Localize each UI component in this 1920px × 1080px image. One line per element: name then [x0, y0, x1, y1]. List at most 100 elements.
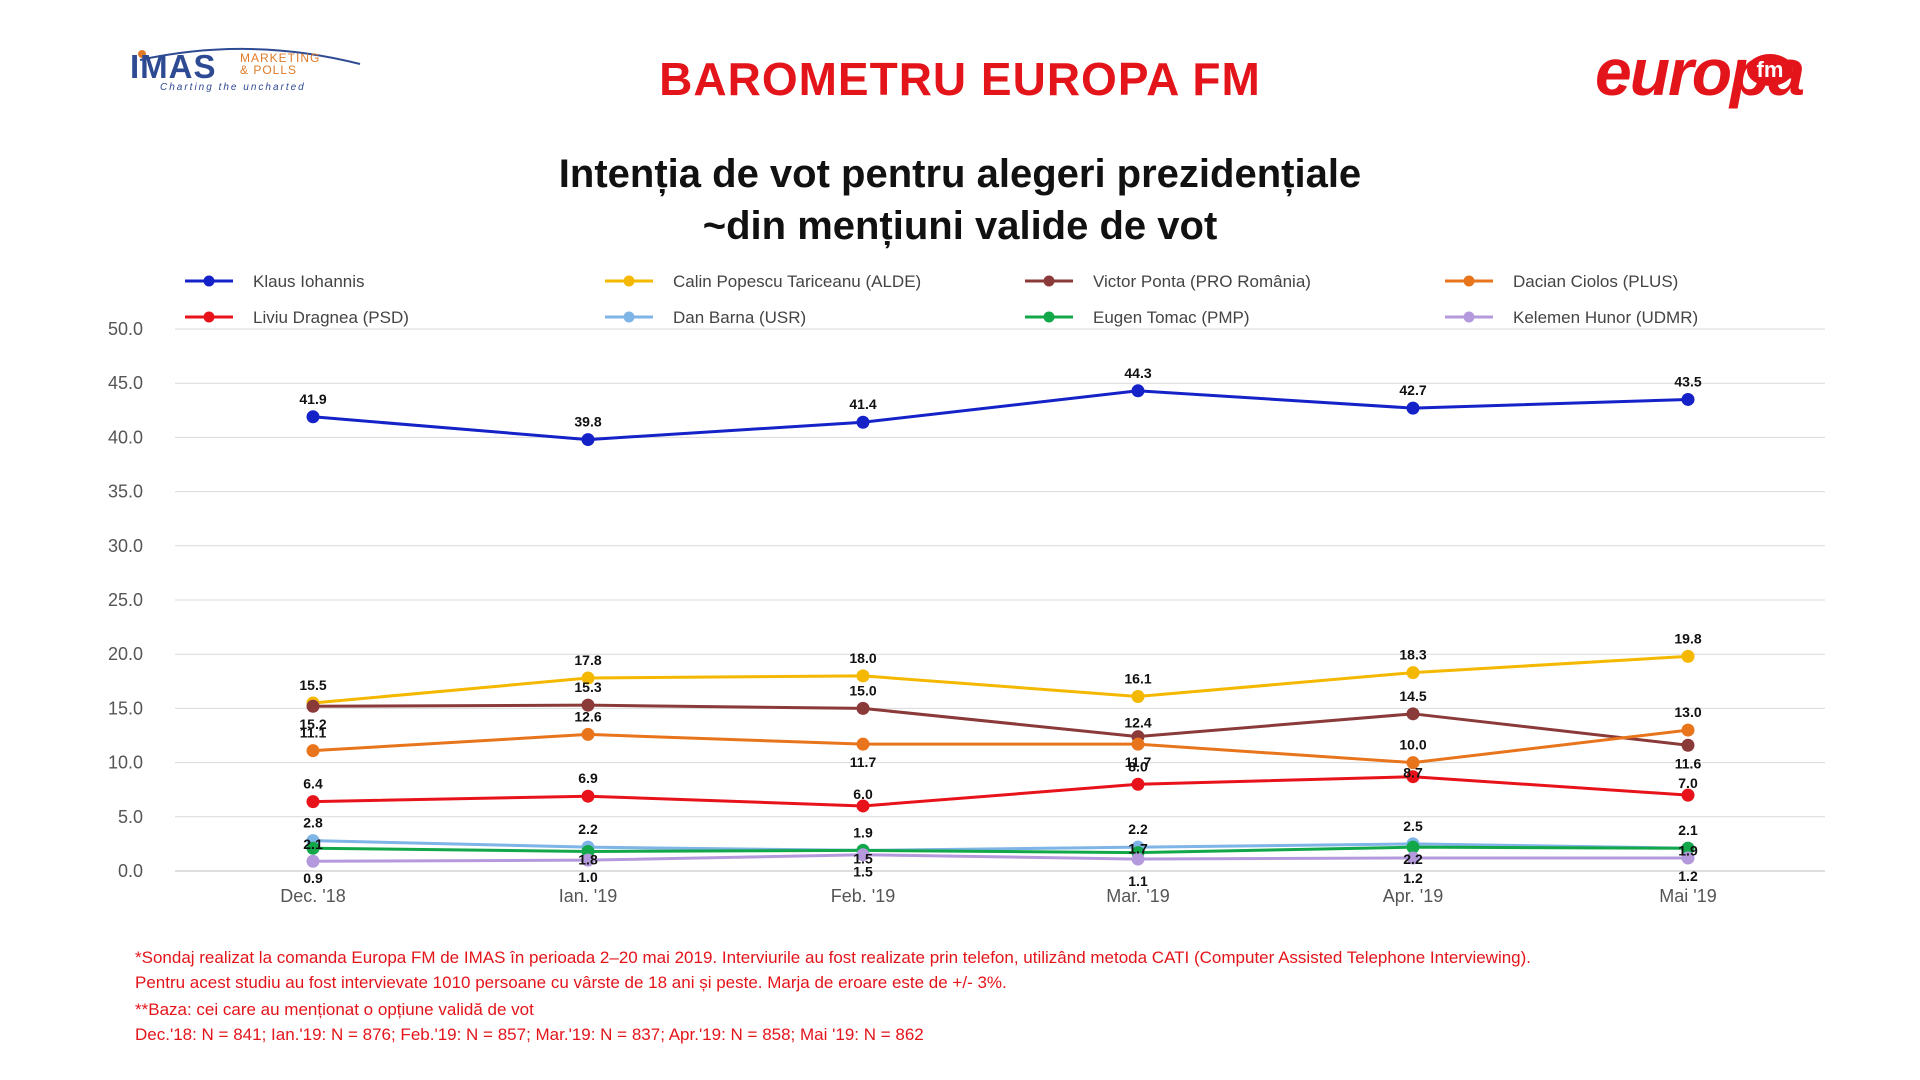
data-point [856, 848, 870, 862]
legend-marker [1463, 311, 1475, 323]
data-point [306, 699, 320, 713]
data-point [1681, 392, 1695, 406]
data-label: 2.2 [1403, 851, 1423, 867]
data-label: 11.7 [850, 754, 877, 770]
data-label: 13.0 [1674, 704, 1701, 720]
data-label: 2.1 [303, 836, 323, 852]
imas-logo-tagline: Charting the uncharted [160, 82, 306, 93]
data-point [1406, 851, 1420, 865]
legend-label: Calin Popescu Tariceanu (ALDE) [673, 272, 921, 291]
data-point [306, 795, 320, 809]
data-label: 39.8 [574, 414, 601, 430]
chart-title: Intenția de vot pentru alegeri prezidenț… [0, 148, 1920, 252]
data-label: 6.0 [853, 786, 873, 802]
data-point [1681, 841, 1695, 855]
data-label: 15.0 [849, 682, 876, 698]
series-line [312, 845, 1689, 855]
x-tick-label: Dec. '18 [280, 886, 345, 906]
data-label: 2.8 [303, 815, 323, 831]
europa-fm-logo: europa fm [1595, 35, 1865, 120]
data-label: 11.1 [300, 725, 327, 741]
series-line [312, 775, 1689, 808]
data-label: 44.3 [1124, 365, 1151, 381]
data-point [856, 799, 870, 813]
data-label: 10.0 [1399, 737, 1426, 753]
imas-swoosh-icon [138, 47, 361, 65]
data-label: 7.0 [1678, 775, 1698, 791]
data-point [581, 789, 595, 803]
data-label: 6.4 [303, 776, 323, 792]
series-line [312, 853, 1688, 863]
data-point [1681, 738, 1695, 752]
data-point [306, 410, 320, 424]
data-label: 16.1 [1124, 670, 1151, 686]
legend-marker [623, 311, 635, 323]
data-label: 12.6 [574, 708, 601, 724]
data-label: 6.9 [578, 770, 598, 786]
data-label: 41.9 [299, 391, 326, 407]
data-label: 1.5 [853, 864, 873, 880]
data-label: 18.0 [849, 650, 876, 666]
data-point [581, 853, 595, 867]
y-tick-label: 50.0 [108, 319, 143, 339]
legend-label: Kelemen Hunor (UDMR) [1513, 308, 1698, 327]
data-point [1131, 689, 1145, 703]
data-label: 11.7 [1125, 754, 1152, 770]
data-point [856, 701, 870, 715]
y-tick-label: 40.0 [108, 427, 143, 447]
data-label: 17.8 [574, 652, 601, 668]
data-label: 1.9 [1678, 842, 1698, 858]
chart-title-line2: ~din mențiuni valide de vot [702, 204, 1218, 248]
y-tick-label: 15.0 [108, 698, 143, 718]
data-label: 14.5 [1399, 688, 1426, 704]
data-point [856, 415, 870, 429]
data-point [581, 671, 595, 685]
data-point [581, 698, 595, 712]
data-point [856, 737, 870, 751]
series-line [312, 389, 1689, 442]
data-label: 2.1 [1678, 822, 1698, 838]
data-label: 1.0 [578, 869, 598, 885]
data-label: 2.2 [578, 821, 598, 837]
data-point [306, 841, 320, 855]
legend-label: Eugen Tomac (PMP) [1093, 308, 1250, 327]
y-tick-label: 5.0 [118, 807, 143, 827]
data-label: 1.1 [1128, 873, 1148, 889]
data-point [581, 433, 595, 447]
data-point [1131, 737, 1145, 751]
legend-marker [1463, 275, 1475, 287]
data-point [1406, 770, 1420, 784]
imas-logo-name: IMAS [130, 48, 217, 85]
data-point [1131, 384, 1145, 398]
series-line [312, 654, 1689, 705]
data-label: 15.2 [299, 716, 326, 732]
data-label: 8.7 [1403, 765, 1423, 781]
data-point [1131, 852, 1145, 866]
data-label: 8.0 [1128, 758, 1148, 774]
series-line [312, 839, 1689, 852]
data-label: 41.4 [849, 396, 876, 412]
europa-logo-badge: fm [1747, 54, 1793, 86]
footnote-base: **Baza: cei care au menționat o opțiune … [135, 1000, 534, 1019]
data-label: 15.5 [299, 677, 326, 693]
y-tick-label: 30.0 [108, 536, 143, 556]
data-point [306, 854, 320, 868]
data-point [1406, 666, 1420, 680]
data-label: 12.4 [1124, 715, 1151, 731]
x-tick-label: Ian. '19 [559, 886, 617, 906]
data-point [1406, 840, 1420, 854]
data-point [1406, 401, 1420, 415]
legend-label: Klaus Iohannis [253, 272, 365, 291]
data-label: 1.5 [853, 851, 873, 867]
data-label: 18.3 [1399, 647, 1426, 663]
legend-marker [1043, 311, 1055, 323]
legend-marker [1043, 275, 1055, 287]
imas-logo: IMAS MARKETING & POLLS Charting the unch… [130, 42, 370, 102]
data-point [1406, 707, 1420, 721]
data-point [1681, 788, 1695, 802]
brand-title: BAROMETRU EUROPA FM [659, 53, 1261, 105]
data-label: 1.2 [1678, 868, 1698, 884]
series-line [312, 728, 1689, 765]
data-point [1681, 723, 1695, 737]
